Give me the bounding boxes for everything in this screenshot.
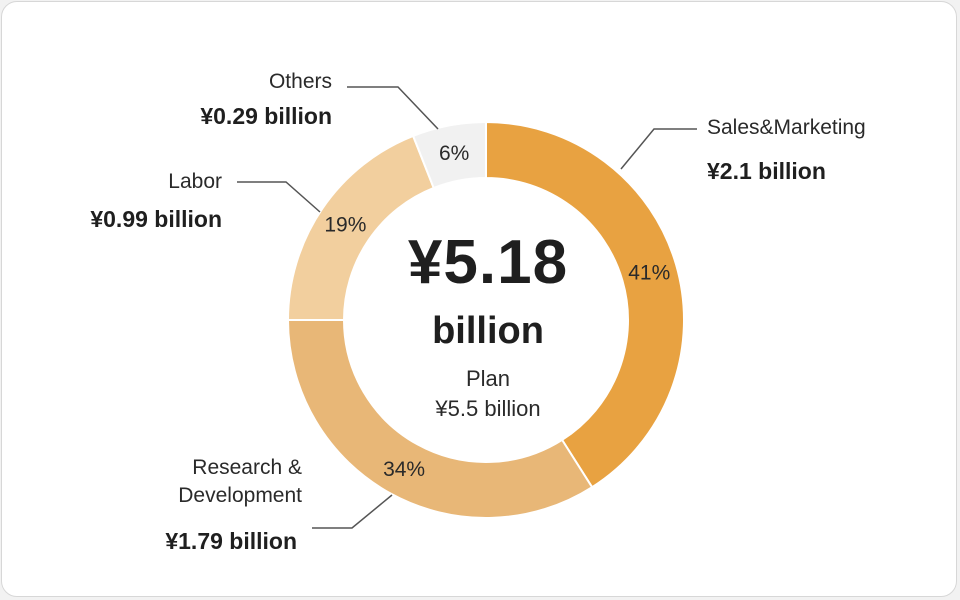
category-label-others: Others: [268, 70, 332, 93]
amount-label-research-development: ¥1.79 billion: [165, 528, 297, 554]
leader-line-sales-marketing: [620, 128, 697, 170]
donut-slice-research-development: [286, 319, 594, 519]
amount-label-others: ¥0.29 billion: [200, 103, 332, 129]
percent-label-research-development: 34%: [383, 458, 425, 481]
category-label-sales-marketing: Sales&Marketing: [707, 116, 866, 139]
amount-label-sales-marketing: ¥2.1 billion: [707, 158, 826, 184]
percent-label-others: 6%: [439, 142, 469, 165]
donut-slice-others: [411, 120, 487, 190]
percent-labels: 41% 34% 19% 6%: [324, 142, 670, 481]
category-label-research-development: Research & Development: [178, 456, 302, 507]
center-plan-value: ¥5.5 billion: [435, 396, 541, 421]
leader-line-research-development: [312, 494, 393, 529]
category-label-labor: Labor: [168, 170, 222, 193]
donut-slice-sales-marketing: [485, 120, 685, 489]
amount-label-labor: ¥0.99 billion: [90, 206, 222, 232]
center-total-value: ¥5.18: [407, 228, 569, 297]
center-plan-label: Plan: [465, 366, 511, 391]
percent-label-sales-marketing: 41%: [628, 262, 670, 285]
percent-label-labor: 19%: [324, 213, 366, 236]
donut-slices: [286, 120, 685, 519]
center-total-unit: billion: [432, 310, 544, 352]
leader-line-others: [347, 86, 439, 130]
leader-line-labor: [237, 181, 321, 213]
